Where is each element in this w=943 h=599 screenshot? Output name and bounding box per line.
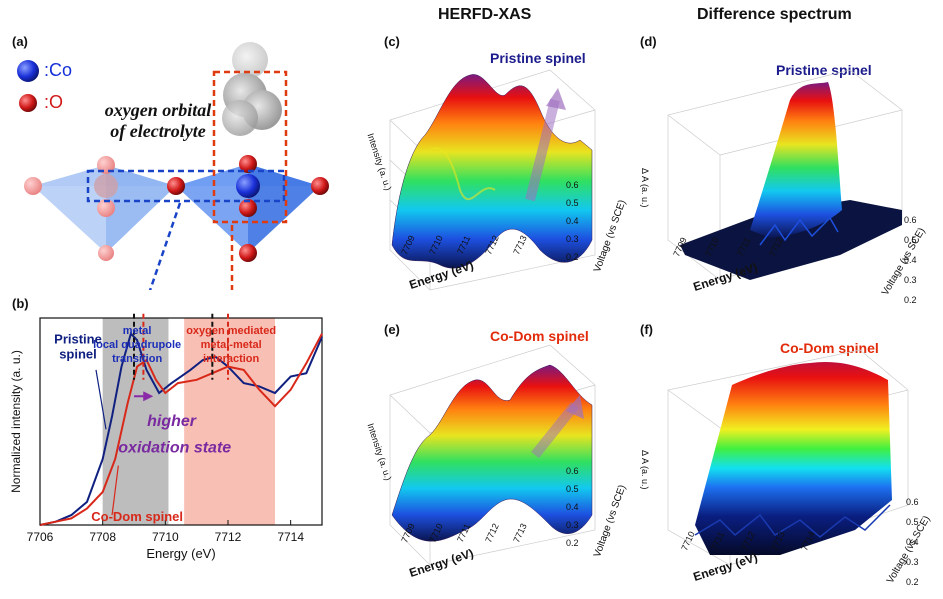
panel-b-label: (b): [12, 296, 29, 311]
x-tick-label: 7708: [89, 530, 116, 544]
pristine-curve: [39, 331, 323, 526]
plot-frame: [39, 317, 323, 526]
band2-text: oxygen mediated: [186, 325, 276, 337]
voltage-tick: 0.5: [904, 235, 917, 245]
band2-text: metal-metal: [201, 339, 262, 351]
voltage-tick: 0.2: [904, 295, 917, 305]
x-axis-title: Energy (eV): [146, 546, 215, 561]
panel-f-title: Co-Dom spinel: [780, 340, 879, 356]
pristine-label: Pristine: [54, 332, 102, 347]
co-legend-colon: :: [44, 60, 50, 80]
voltage-tick: 0.6: [566, 466, 579, 476]
metal-metal-band: [184, 318, 275, 525]
voltage-tick: 0.3: [566, 520, 579, 530]
quadrupole-band: [102, 318, 169, 525]
x-tick-label: 7710: [152, 530, 179, 544]
x-tick-label: 7706: [27, 530, 54, 544]
o-legend: :O: [44, 92, 63, 113]
voltage-tick: 0.3: [906, 557, 919, 567]
pristine-label: spinel: [59, 347, 97, 362]
o-legend-sphere: [19, 94, 37, 112]
xas-line-chart: 7706 7708 7710 7712 7714 Energy (eV) Normalize…: [9, 313, 323, 561]
voltage-tick: 0.4: [566, 502, 579, 512]
band1-text: metal: [123, 325, 152, 337]
shift-label: higher: [147, 413, 197, 430]
voltage-tick: 0.5: [906, 517, 919, 527]
voltage-tick: 0.5: [566, 484, 579, 494]
voltage-tick: 0.6: [906, 497, 919, 507]
red-dashed-box: [212, 70, 288, 224]
band2-text: interaction: [203, 353, 260, 365]
panel-d-zlabel: Δ A (a. u.): [640, 168, 650, 208]
electrolyte-cloud: [222, 42, 282, 136]
o-legend-text: O: [49, 92, 64, 112]
voltage-tick: 0.5: [566, 198, 579, 208]
voltage-tick: 0.4: [566, 216, 579, 226]
panel-f-voltage-ticks: 0.6 0.5 0.4 0.3 0.2: [906, 492, 919, 592]
voltage-tick: 0.6: [904, 215, 917, 225]
voltage-tick: 0.3: [904, 275, 917, 285]
codom-label: Co-Dom spinel: [91, 509, 183, 524]
orbital-caption-line1: oxygen orbital: [104, 100, 212, 120]
blue-dashed-box: [86, 169, 286, 203]
herfd-column-title: HERFD-XAS: [438, 6, 532, 23]
orbital-caption-line2: of electrolyte: [110, 121, 206, 141]
voltage-tick: 0.4: [906, 537, 919, 547]
co-legend-text: Co: [49, 60, 73, 80]
panel-c-voltage-ticks: 0.6 0.5 0.4 0.3 0.2: [566, 176, 579, 266]
voltage-tick: 0.4: [904, 255, 917, 265]
blue-arrow: [148, 202, 182, 290]
codom-pointer: [111, 465, 119, 516]
panel-e-title: Co-Dom spinel: [490, 328, 589, 344]
band1-text: local quadrupole: [93, 339, 181, 351]
voltage-tick: 0.6: [566, 180, 579, 190]
shift-label: oxidation state: [118, 439, 231, 456]
panel-f-zlabel: Δ A (a. u.): [640, 450, 650, 490]
panel-c-label: (c): [384, 34, 400, 49]
x-tick-label: 7714: [277, 530, 304, 544]
difference-column-title: Difference spectrum: [697, 6, 852, 23]
panel-c-title: Pristine spinel: [490, 50, 586, 66]
panel-a-label: (a): [12, 34, 28, 49]
voltage-tick: 0.2: [906, 577, 919, 587]
panel-e-voltage-ticks: 0.6 0.5 0.4 0.3 0.2: [566, 462, 579, 552]
codom-curve: [39, 333, 323, 526]
panel-e-label: (e): [384, 322, 400, 337]
panel-a-structure: [17, 42, 329, 290]
voltage-tick: 0.3: [566, 234, 579, 244]
panel-f-label: (f): [640, 322, 653, 337]
panel-d-label: (d): [640, 34, 657, 49]
panel-d-surface: [667, 69, 903, 281]
co-legend: :Co: [44, 60, 72, 81]
panel-c-surface: [389, 69, 596, 291]
y-axis-title: Normalized intensity (a. u.): [9, 350, 23, 493]
pristine-pointer: [95, 369, 107, 430]
panel-d-title: Pristine spinel: [776, 62, 872, 78]
panel-d-voltage-ticks: 0.6 0.5 0.4 0.3 0.2: [904, 210, 917, 310]
voltage-tick: 0.2: [566, 252, 579, 262]
panel-e-surface: [389, 344, 596, 566]
panel-f-surface: [667, 349, 909, 566]
orbital-caption: oxygen orbital of electrolyte: [88, 100, 228, 142]
x-tick-label: 7712: [215, 530, 242, 544]
band1-text: transition: [112, 353, 162, 365]
voltage-tick: 0.2: [566, 538, 579, 548]
co-legend-sphere: [17, 60, 39, 82]
o-legend-colon: :: [44, 92, 50, 112]
